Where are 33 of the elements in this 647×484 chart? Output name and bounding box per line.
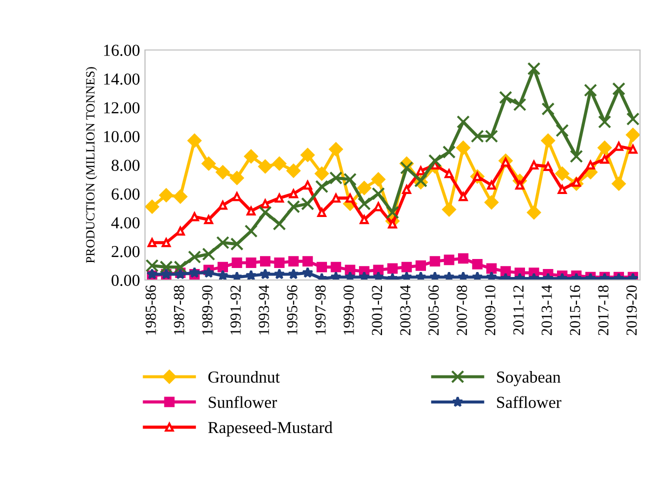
y-tick-label: 14.00 (104, 73, 140, 85)
x-tick-label: 1997-98 (315, 285, 326, 334)
x-tick-label: 2009-10 (485, 285, 496, 336)
x-tick-label: 2015-16 (570, 285, 580, 336)
y-tick-label: 8.00 (112, 160, 140, 172)
x-tick-label: 1991-92 (230, 286, 241, 334)
x-tick-label: 2005-06 (428, 285, 439, 336)
x-tick-label: 2011-12 (513, 286, 524, 335)
legend-label: Rapeseed-Mustard (208, 421, 332, 437)
y-tick-label: 2.00 (112, 246, 140, 258)
x-tick-label: 2019-20 (626, 285, 637, 336)
y-axis-title: PRODUCTION (MILLION TONNES) (86, 67, 98, 264)
x-tick-label: 1993-94 (258, 285, 270, 334)
y-tick-label: 6.00 (112, 188, 140, 200)
y-tick-label: 12.00 (104, 102, 140, 114)
legend-label: Safflower (497, 396, 562, 408)
x-tick-label: 2001-02 (372, 286, 382, 336)
x-tick-label: 2013-14 (542, 285, 552, 336)
x-tick-label: 2003-04 (400, 285, 410, 336)
y-tick-label: 10.00 (104, 130, 140, 142)
legend-label: Soyabean (497, 371, 561, 386)
legend-label: Sunflower (208, 396, 277, 408)
x-tick-label: 2017-18 (598, 285, 608, 336)
y-tick-label: 4.00 (111, 217, 140, 229)
x-tick-label: 1985-86 (146, 285, 156, 334)
legend-label: Groundnut (208, 371, 280, 383)
x-tick-label: 1999-00 (344, 285, 354, 334)
x-tick-label: 1987-88 (174, 285, 184, 334)
y-tick-label: 16.00 (104, 44, 140, 56)
y-tick-label: 0.00 (112, 274, 140, 286)
x-tick-label: 2007-08 (456, 285, 468, 336)
x-tick-label: 1989-90 (202, 285, 212, 334)
x-tick-label: 1995-96 (287, 285, 298, 334)
